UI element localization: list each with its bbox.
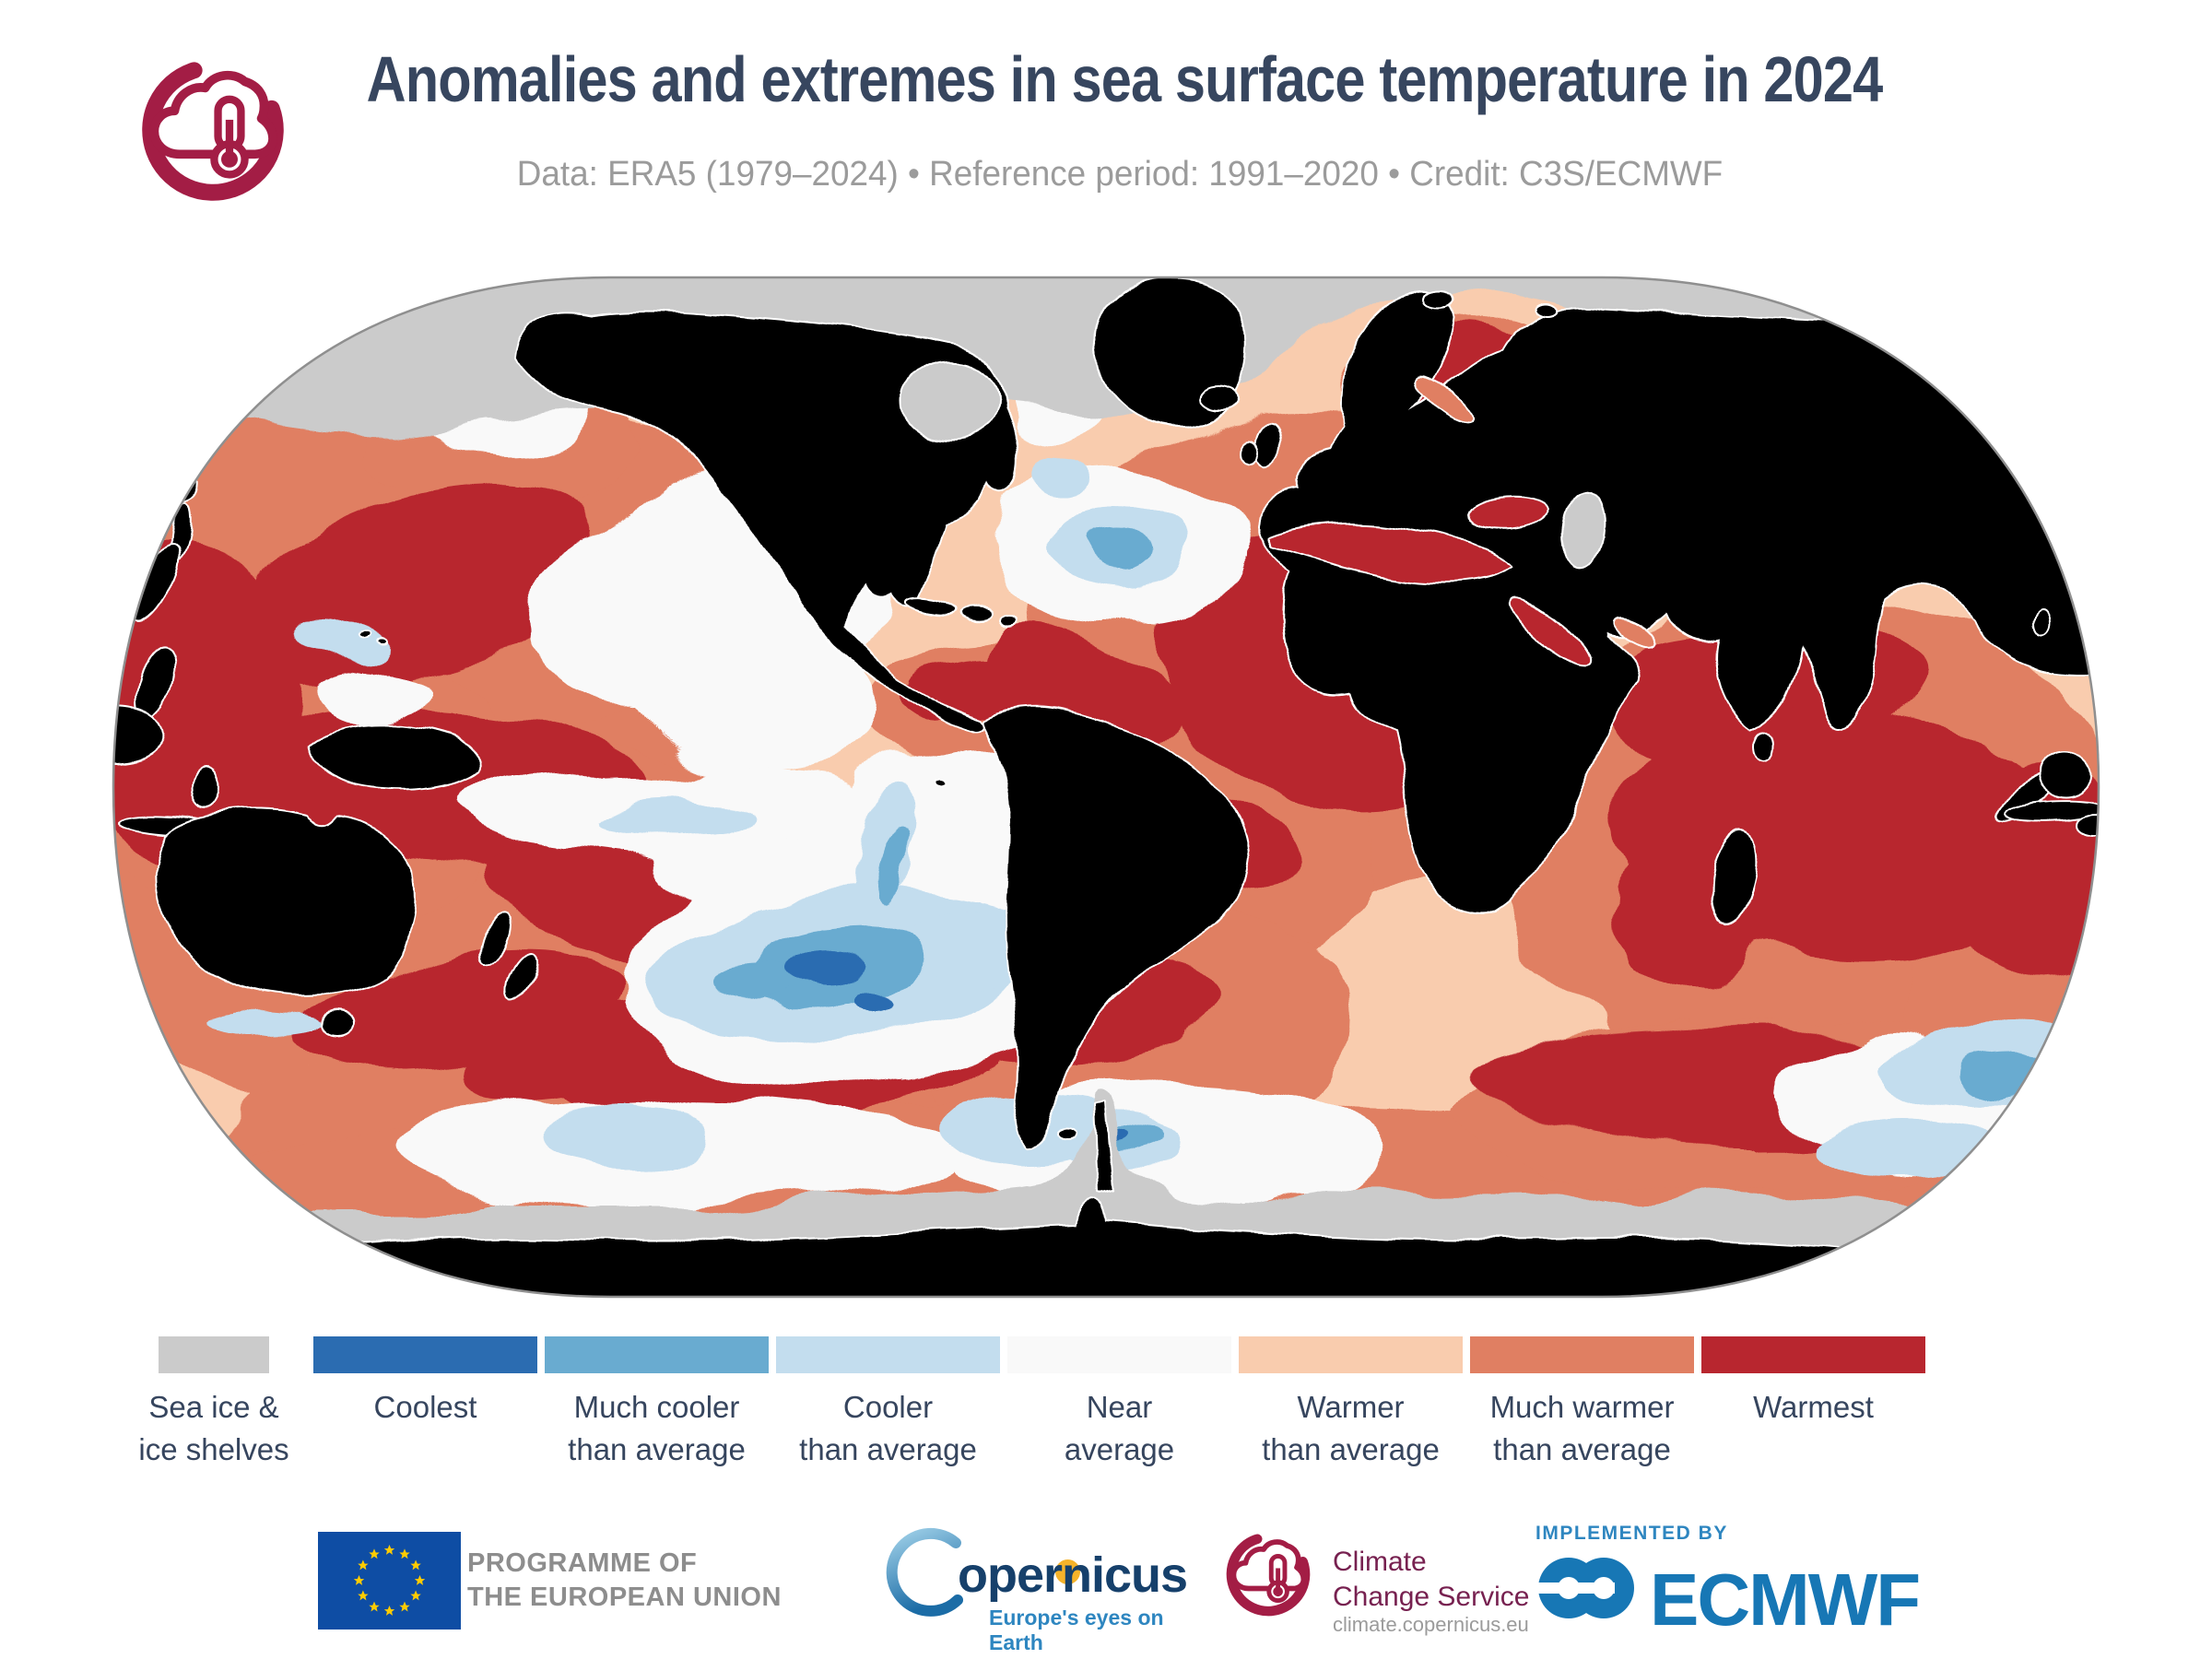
implemented-by-label: IMPLEMENTED BY [1535,1523,1728,1544]
legend-label-coolest: Coolest [373,1390,477,1424]
c3s-footer-icon [1223,1528,1313,1620]
eu-flag [318,1532,461,1630]
legend-label-cooler: Cooler than average [799,1390,977,1466]
page-subtitle: Data: ERA5 (1979–2024) • Reference perio… [516,155,1724,194]
legend-swatch-warmest [1701,1336,1925,1373]
legend-label-warmer: Warmer than average [1262,1390,1440,1466]
legend-swatch-sea-ice [159,1336,269,1373]
climate-change-service-label: Climate Change Service [1333,1547,1530,1612]
legend-label-warmest: Warmest [1753,1390,1874,1424]
legend-item-warmer: Warmer than average [1239,1336,1463,1471]
legend-label-much-cooler: Much cooler than average [568,1390,746,1466]
legend-item-much-warmer: Much warmer than average [1470,1336,1694,1471]
legend-swatch-much-warmer [1470,1336,1694,1373]
legend-swatch-much-cooler [545,1336,769,1373]
legend-item-cooler: Cooler than average [776,1336,1000,1471]
legend-item-much-cooler: Much cooler than average [545,1336,769,1471]
legend-swatch-coolest [313,1336,537,1373]
legend-swatch-near-average [1007,1336,1231,1373]
legend-label-much-warmer: Much warmer than average [1489,1390,1675,1466]
legend-swatch-cooler [776,1336,1000,1373]
copernicus-wordmark: opernicus [958,1547,1188,1603]
legend-swatch-warmer [1239,1336,1463,1373]
eu-programme-label: PROGRAMME OF THE EUROPEAN UNION [467,1548,782,1612]
legend-item-near-average: Near average [1007,1336,1231,1471]
climate-copernicus-url: climate.copernicus.eu [1333,1613,1529,1636]
ecmwf-wordmark: ECMWF [1650,1559,1921,1641]
world-map [112,276,2100,1299]
copernicus-tagline: Europe's eyes on Earth [989,1606,1164,1654]
page-title: Anomalies and extremes in sea surface te… [366,43,1884,115]
ecmwf-logo-mark [1534,1558,1634,1618]
legend-item-sea-ice: Sea ice & ice shelves [138,1336,289,1471]
copernicus-crescent-icon [886,1527,963,1617]
copernicus-logo: opernicus Europe's eyes on Earth [880,1521,1203,1654]
legend-item-warmest: Warmest [1701,1336,1925,1429]
legend-label-near-average: Near average [1064,1390,1175,1466]
legend-label-sea-ice: Sea ice & ice shelves [138,1390,289,1466]
copernicus-sun-dot [1055,1559,1080,1584]
legend-item-coolest: Coolest [313,1336,537,1429]
eu-flag-stars [353,1545,426,1616]
